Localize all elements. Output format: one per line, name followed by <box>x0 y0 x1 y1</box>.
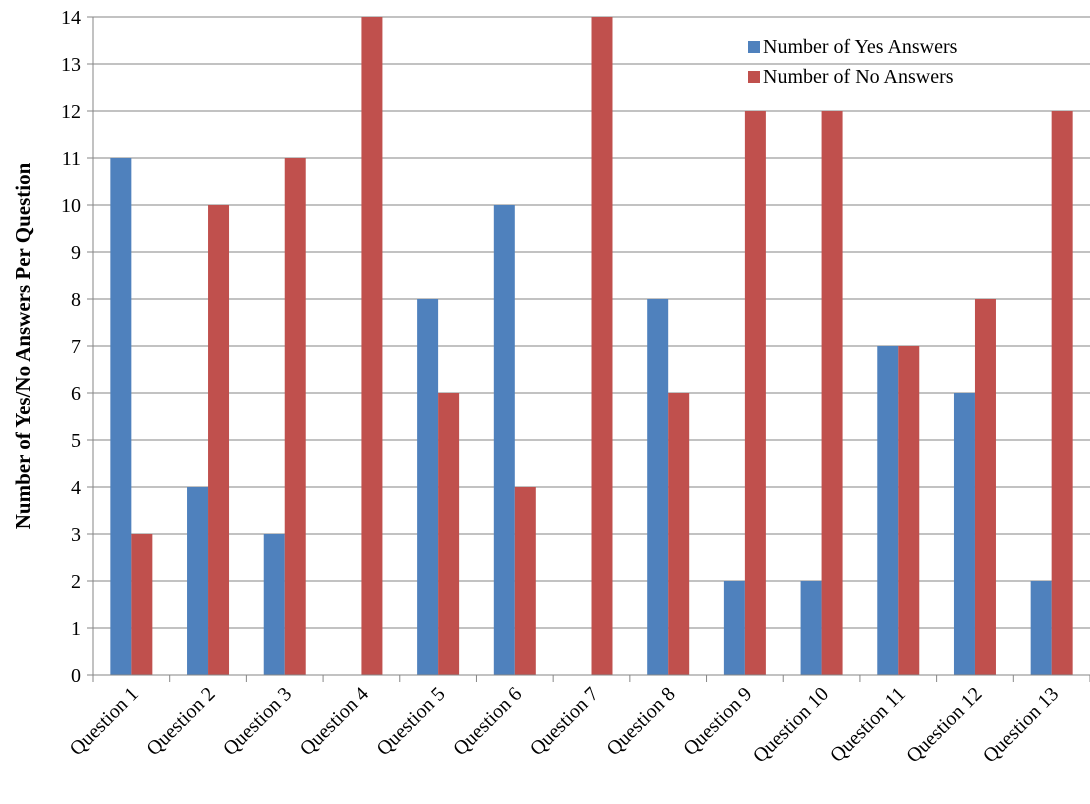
y-tick-label: 9 <box>71 242 81 264</box>
bar-no <box>131 534 153 675</box>
x-category-label: Question 8 <box>602 683 679 760</box>
x-category-label: Question 12 <box>902 683 986 767</box>
y-tick-label: 11 <box>62 148 81 170</box>
x-category-label: Question 6 <box>449 683 526 760</box>
bar-no <box>1051 111 1073 675</box>
x-category-labels: Question 1 Question 2 Question 3 Question 4… <box>66 683 1064 767</box>
y-axis-title: Number of Yes/No Answers Per Question <box>11 162 35 529</box>
y-tick-label: 1 <box>71 618 81 640</box>
bar-no <box>284 158 306 675</box>
x-category-label: Question 1 <box>66 683 143 760</box>
bar-no <box>591 17 613 675</box>
bar-no <box>974 299 996 675</box>
legend-label: Number of Yes Answers <box>763 36 958 58</box>
y-tick-label: 10 <box>61 195 81 217</box>
bar-no <box>744 111 766 675</box>
bar-yes <box>1030 581 1052 675</box>
bar-no <box>208 205 230 675</box>
legend: Number of Yes Answers Number of No Answer… <box>748 36 958 88</box>
legend-swatch <box>748 71 760 83</box>
x-category-label: Question 9 <box>679 683 756 760</box>
bar-no <box>668 393 690 675</box>
x-category-label: Question 3 <box>219 683 296 760</box>
bar-yes <box>187 487 209 675</box>
bar-yes <box>800 581 822 675</box>
bar-yes <box>647 299 669 675</box>
bars <box>110 17 1073 675</box>
legend-swatch <box>748 41 760 53</box>
x-category-label: Question 13 <box>979 683 1063 767</box>
bar-yes <box>263 534 285 675</box>
x-category-label: Question 10 <box>749 683 833 767</box>
y-tick-label: 5 <box>71 430 81 452</box>
y-tick-label: 12 <box>61 101 81 123</box>
y-tick-label: 13 <box>61 54 81 76</box>
bar-yes <box>110 158 132 675</box>
x-category-label: Question 5 <box>372 683 449 760</box>
y-tick-label: 2 <box>71 571 81 593</box>
y-tick-label: 6 <box>71 383 81 405</box>
x-category-label: Question 2 <box>142 683 219 760</box>
bar-yes <box>493 205 515 675</box>
bar-yes <box>953 393 975 675</box>
y-tick-label: 4 <box>71 477 81 499</box>
bar-no <box>898 346 920 675</box>
y-tick-label: 0 <box>71 665 81 687</box>
axes <box>87 16 1090 682</box>
bar-no <box>514 487 536 675</box>
bar-yes <box>723 581 745 675</box>
y-tick-label: 14 <box>61 7 81 29</box>
bar-yes <box>877 346 899 675</box>
x-category-label: Question 11 <box>826 683 910 767</box>
y-tick-label: 7 <box>71 336 81 358</box>
bar-no <box>361 17 383 675</box>
y-tick-label: 8 <box>71 289 81 311</box>
bar-no <box>438 393 460 675</box>
x-category-label: Question 4 <box>296 683 373 760</box>
legend-label: Number of No Answers <box>763 66 954 88</box>
x-category-label: Question 7 <box>526 683 603 760</box>
y-tick-label: 3 <box>71 524 81 546</box>
bar-no <box>821 111 843 675</box>
bar-yes <box>417 299 439 675</box>
